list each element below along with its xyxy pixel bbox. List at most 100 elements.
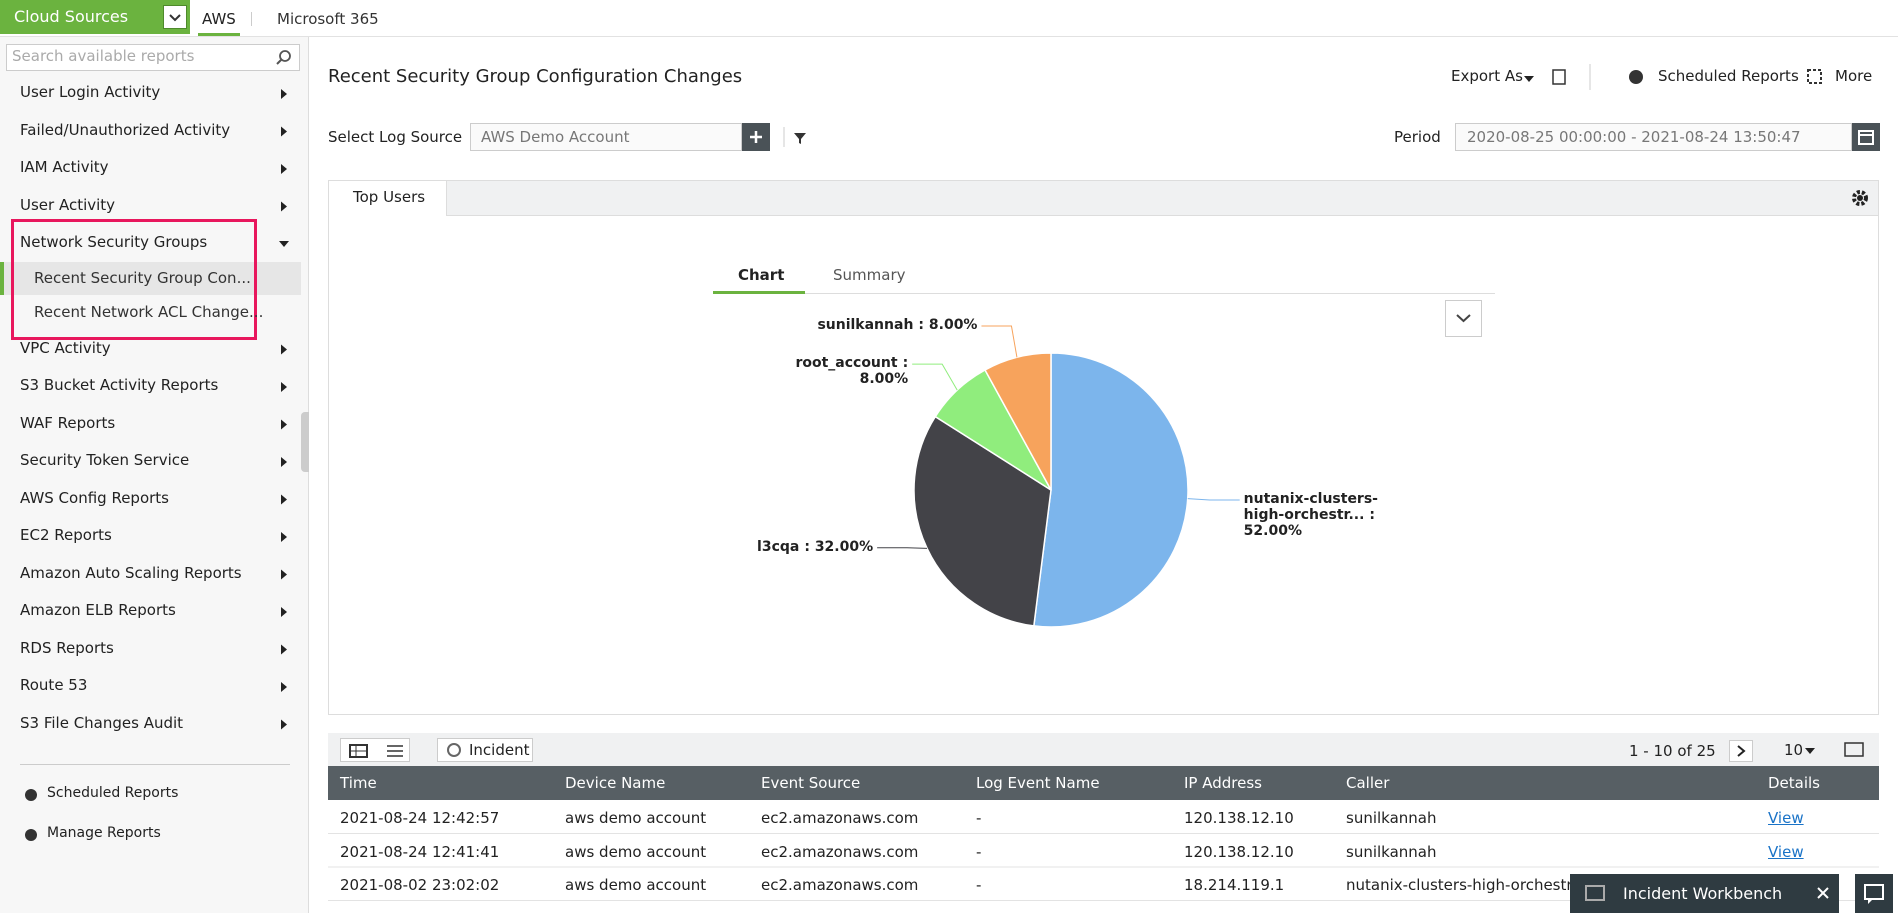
- leader-line: [1187, 498, 1240, 501]
- menu-item[interactable]: User Activity: [20, 195, 116, 214]
- log-source-input[interactable]: [470, 123, 742, 151]
- incident-icon: [447, 743, 461, 757]
- chat-button[interactable]: [1855, 874, 1893, 913]
- view-tab[interactable]: Chart: [738, 266, 785, 284]
- column-header[interactable]: Caller: [1346, 774, 1390, 792]
- more-icon: [1807, 69, 1822, 84]
- column-header[interactable]: Log Event Name: [976, 774, 1100, 792]
- more-link[interactable]: More: [1835, 67, 1873, 85]
- field-label: Period: [1394, 128, 1441, 146]
- expand-arrow: [281, 164, 287, 174]
- product-menu-label[interactable]: Cloud Sources: [14, 7, 129, 26]
- search-placeholder: Search available reports: [12, 47, 195, 65]
- expand-arrow: [281, 382, 287, 392]
- sidebar-handle[interactable]: [301, 412, 309, 472]
- settings-icon[interactable]: [1850, 188, 1870, 208]
- workbench-bar[interactable]: [1570, 874, 1839, 913]
- expand-arrow: [281, 126, 287, 137]
- page-size[interactable]: 10: [1784, 741, 1804, 759]
- highlight-box: [11, 219, 257, 340]
- top-divider: [0, 36, 1898, 37]
- pie-label-part: : 8.00%: [918, 316, 978, 333]
- incident-button[interactable]: [437, 738, 533, 762]
- menu-item[interactable]: Security Token Service: [20, 451, 190, 469]
- export-icon: [1552, 69, 1566, 85]
- menu-item[interactable]: EC2 Reports: [20, 526, 112, 544]
- column-chooser: [1844, 742, 1864, 757]
- view-tab-underline: [713, 291, 805, 294]
- panel-tab[interactable]: [329, 181, 447, 216]
- menu-item[interactable]: AWS Config Reports: [20, 488, 169, 507]
- expand-arrow: [281, 569, 287, 580]
- expand-arrow: [1805, 748, 1815, 754]
- menu-item[interactable]: S3 File Changes Audit: [20, 713, 184, 732]
- expand-arrow: [281, 644, 287, 655]
- field-value[interactable]: 2020-08-25 00:00:00 - 2021-08-24 13:50:4…: [1467, 128, 1801, 146]
- page-title: Recent Security Group Configuration Chan…: [328, 66, 743, 87]
- menu-item[interactable]: Network Security Groups: [20, 233, 208, 251]
- expand-arrow: [281, 344, 287, 355]
- product-menu[interactable]: [0, 0, 190, 34]
- filter-icon[interactable]: [792, 130, 808, 146]
- tab-underline: [198, 33, 240, 36]
- field-value[interactable]: AWS Demo Account: [481, 128, 630, 146]
- panel-tabstrip: [329, 181, 1878, 216]
- table-toolbar: [328, 733, 1879, 766]
- pie-label-part: l3cqa: [757, 538, 800, 555]
- column-header[interactable]: Time: [340, 774, 377, 792]
- menu-item[interactable]: S3 Bucket Activity Reports: [20, 376, 219, 394]
- add-button[interactable]: [742, 123, 770, 151]
- menu-item[interactable]: User Login Activity: [20, 83, 161, 101]
- period-input[interactable]: [1455, 123, 1852, 151]
- column-header[interactable]: Event Source: [761, 774, 861, 792]
- calendar-button[interactable]: [1852, 123, 1880, 151]
- footer-link[interactable]: Scheduled Reports: [47, 785, 179, 801]
- workbench-label[interactable]: Incident Workbench: [1623, 884, 1783, 903]
- table-cell: aws demo account: [565, 809, 707, 827]
- table-cell: -: [976, 842, 982, 861]
- pie-label-part: : 52.00%: [1243, 506, 1376, 539]
- panel-tab-label[interactable]: Top Users: [353, 188, 426, 206]
- view-toggle[interactable]: [340, 738, 410, 762]
- pie-label-part: sunilkannah: [817, 316, 914, 333]
- footer-icon: [25, 789, 37, 801]
- menu-item[interactable]: Route 53: [20, 676, 88, 694]
- expand-arrow: [279, 241, 289, 247]
- expand-arrow: [281, 457, 287, 467]
- product-menu-toggle[interactable]: [163, 5, 187, 29]
- footer-link[interactable]: Manage Reports: [47, 825, 161, 841]
- menu-item[interactable]: VPC Activity: [20, 338, 111, 357]
- next-page[interactable]: [1729, 740, 1753, 762]
- table-cell: 120.138.12.10: [1184, 842, 1294, 861]
- view-link[interactable]: View: [1768, 809, 1804, 827]
- column-header[interactable]: IP Address: [1184, 774, 1262, 792]
- tab[interactable]: AWS: [202, 10, 236, 28]
- submenu-item[interactable]: Recent Security Group Con...: [34, 268, 251, 287]
- menu-item[interactable]: Amazon ELB Reports: [20, 601, 176, 619]
- menu-item[interactable]: Amazon Auto Scaling Reports: [20, 563, 242, 582]
- sidebar-divider: [20, 764, 290, 765]
- table-cell: sunilkannah: [1346, 842, 1437, 861]
- pie-label: sunilkannah: 8.00%: [817, 317, 977, 333]
- menu-item[interactable]: Failed/Unauthorized Activity: [20, 120, 231, 139]
- table-cell: 18.214.119.1: [1184, 876, 1285, 894]
- incident-label[interactable]: Incident: [469, 741, 530, 759]
- submenu-item[interactable]: Recent Network ACL Change...: [34, 302, 264, 321]
- chart-menu[interactable]: [1445, 300, 1482, 337]
- workbench-icons[interactable]: [1570, 874, 1839, 913]
- tab[interactable]: Microsoft 365: [277, 10, 379, 28]
- view-link[interactable]: View: [1768, 842, 1804, 861]
- menu-item[interactable]: WAF Reports: [20, 413, 116, 432]
- expand-arrow: [281, 532, 287, 542]
- table-cell: 120.138.12.10: [1184, 809, 1294, 827]
- export-menu[interactable]: Export As: [1451, 67, 1523, 85]
- column-header[interactable]: Device Name: [565, 774, 666, 792]
- menu-item[interactable]: IAM Activity: [20, 158, 109, 176]
- search-box[interactable]: [6, 44, 300, 71]
- menu-item[interactable]: RDS Reports: [20, 638, 114, 657]
- scheduled-link[interactable]: Scheduled Reports: [1658, 67, 1799, 85]
- pager: 1 - 10 of 25: [1629, 742, 1716, 760]
- pie-label: nutanix-clusters-high-orchestr...: 52.00…: [1244, 491, 1409, 539]
- view-tab[interactable]: Summary: [833, 266, 906, 284]
- expand-arrow: [1524, 76, 1534, 82]
